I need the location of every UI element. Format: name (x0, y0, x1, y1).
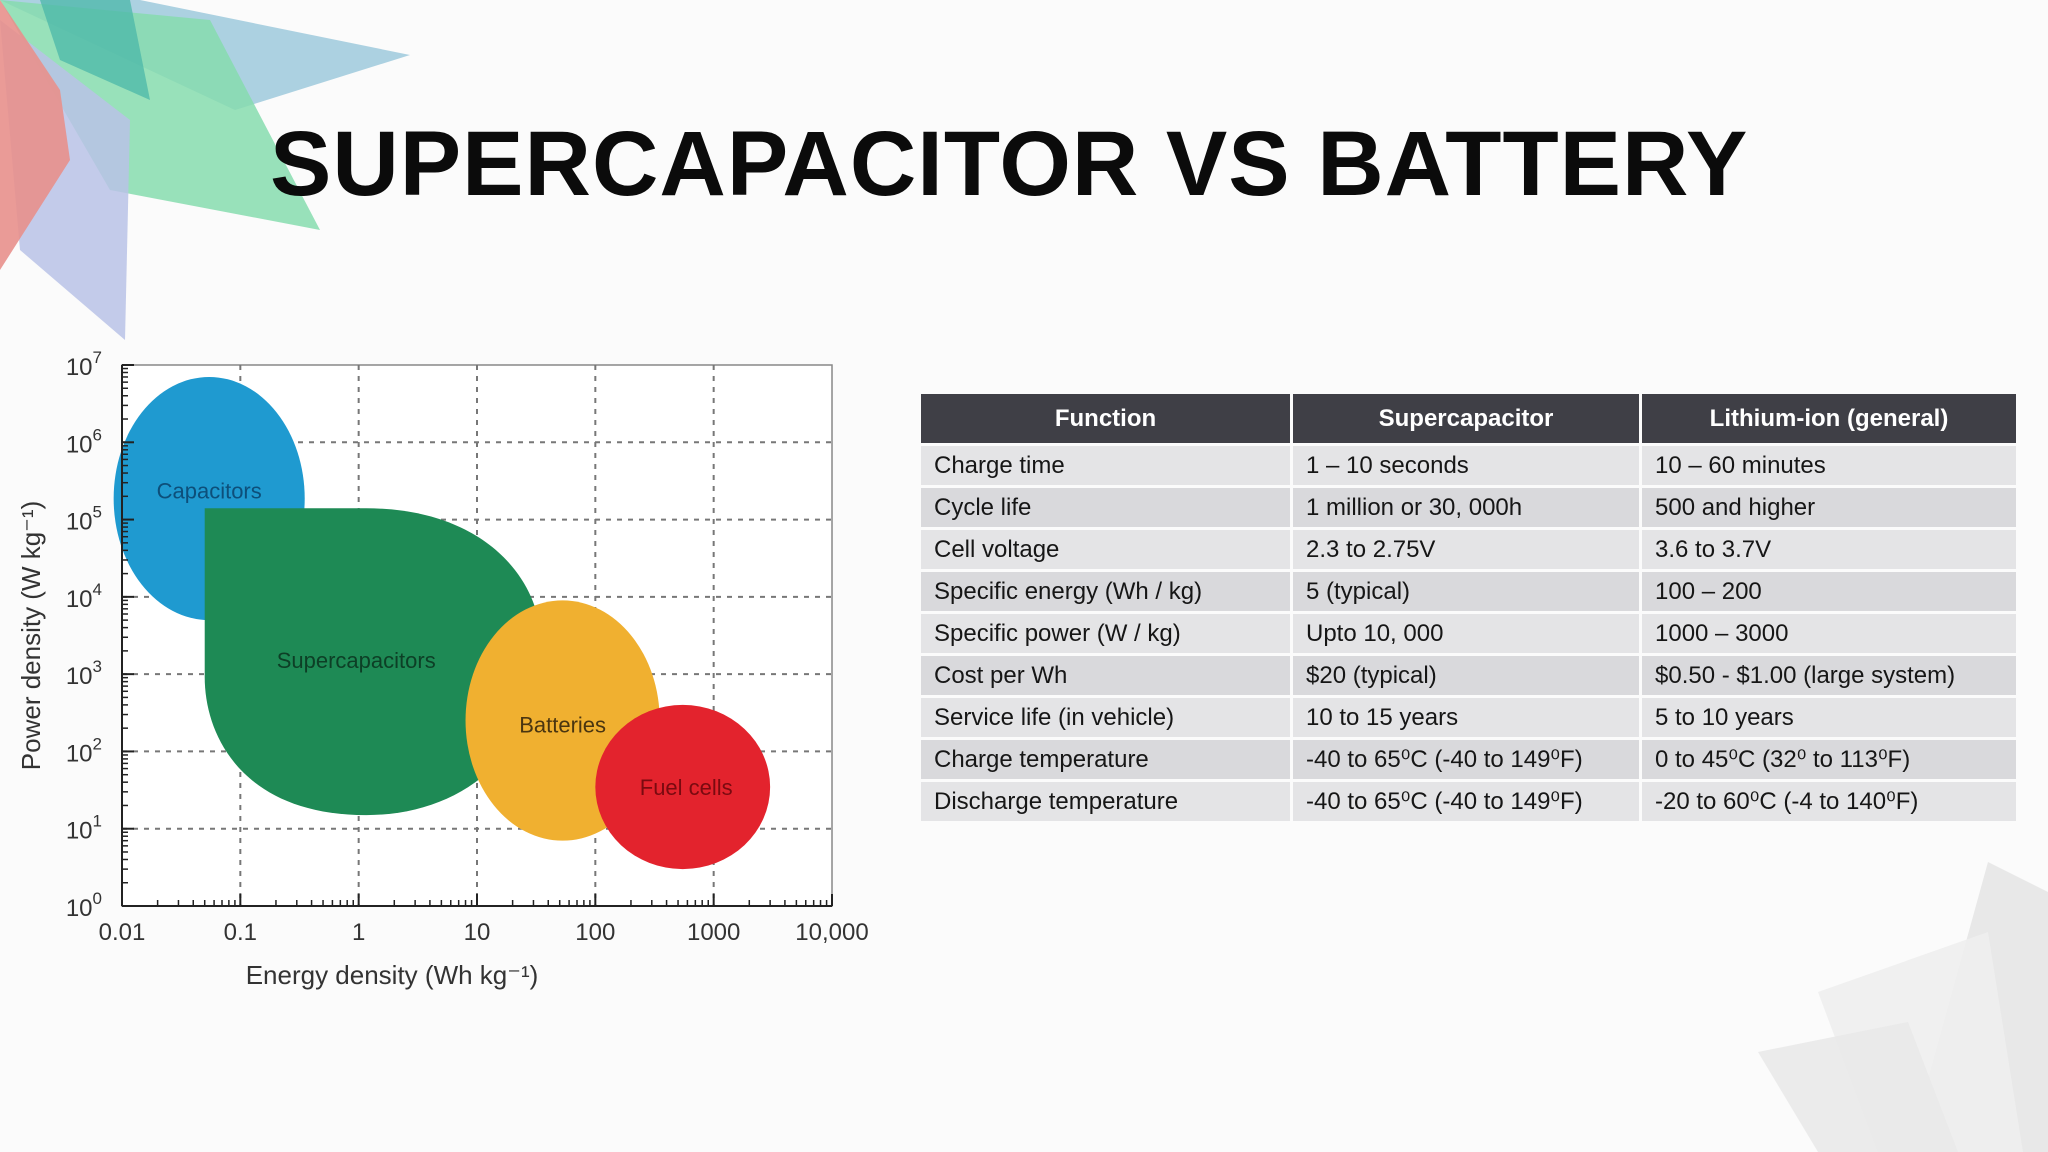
decorative-corner-bottom-right (1758, 862, 2048, 1152)
table-cell: 5 to 10 years (1639, 695, 2019, 740)
table-row: Specific power (W / kg) Upto 10, 000 1000 … (918, 611, 2019, 656)
x-tick-label: 100 (575, 919, 615, 946)
y-tick-label: 105 (66, 503, 102, 536)
table-cell: 1 – 10 seconds (1290, 443, 1642, 488)
table-row: Charge time 1 – 10 seconds 10 – 60 minutes (918, 443, 2019, 488)
table-cell: 10 – 60 minutes (1639, 443, 2019, 488)
y-tick-exponent: 0 (93, 889, 102, 908)
table-row: Service life (in vehicle) 10 to 15 years 5… (918, 695, 2019, 740)
y-tick-label: 106 (66, 425, 102, 458)
table-cell: 100 – 200 (1639, 569, 2019, 614)
table-cell: 5 (typical) (1290, 569, 1642, 614)
table-cell: Cost per Wh (918, 653, 1293, 698)
y-tick-exponent: 7 (93, 348, 102, 367)
y-tick-exponent: 1 (93, 812, 102, 831)
table-row: Discharge temperature -40 to 65⁰C (-40 to… (918, 779, 2019, 824)
regions: Capacitors Supercapacitors Batteries Fuel c… (113, 376, 771, 870)
table-cell: 3.6 to 3.7V (1639, 527, 2019, 572)
table-cell: Charge temperature (918, 737, 1293, 782)
y-tick-label: 102 (66, 734, 102, 767)
x-tick-label: 1000 (687, 919, 740, 946)
table-cell: Cycle life (918, 485, 1293, 530)
y-tick-base: 10 (66, 586, 93, 613)
y-tick-exponent: 2 (93, 734, 102, 753)
y-tick-exponent: 6 (93, 425, 102, 444)
axes: 0.01 0.1 1 10 100 1000 10,00010010110210310410… (66, 348, 869, 946)
y-tick-label: 100 (66, 889, 102, 922)
x-tick-label: 0.01 (99, 919, 146, 946)
y-tick-base: 10 (66, 663, 93, 690)
table-cell: $0.50 - $1.00 (large system) (1639, 653, 2019, 698)
table-header-cell: Supercapacitor (1290, 391, 1642, 446)
table-cell: Service life (in vehicle) (918, 695, 1293, 740)
y-tick-label: 104 (66, 580, 102, 613)
x-tick-label: 0.1 (224, 919, 257, 946)
y-tick-base: 10 (66, 509, 93, 536)
density-chart: Capacitors Supercapacitors Batteries Fuel c… (0, 330, 900, 1010)
table-cell: Cell voltage (918, 527, 1293, 572)
table-row: Specific energy (Wh / kg) 5 (typical) 100 … (918, 569, 2019, 614)
x-tick-label: 10,000 (795, 919, 868, 946)
table-body: Charge time 1 – 10 seconds 10 – 60 minutes… (918, 443, 2019, 824)
x-tick-label: 10 (464, 919, 491, 946)
table-cell: Discharge temperature (918, 779, 1293, 824)
y-tick-base: 10 (66, 354, 93, 381)
y-tick-exponent: 4 (93, 580, 102, 599)
table-header-row: Function Supercapacitor Lithium-ion (gener… (918, 391, 2019, 446)
y-tick-base: 10 (66, 740, 93, 767)
x-axis-label: Energy density (Wh kg⁻¹) (246, 960, 539, 990)
y-tick-base: 10 (66, 818, 93, 845)
y-tick-exponent: 3 (93, 657, 102, 676)
region-supercapacitors (204, 508, 542, 816)
table-cell: Specific energy (Wh / kg) (918, 569, 1293, 614)
y-tick-label: 103 (66, 657, 102, 690)
y-tick-base: 10 (66, 431, 93, 458)
region-label: Capacitors (157, 479, 262, 504)
table-row: Cycle life 1 million or 30, 000h 500 and h… (918, 485, 2019, 530)
y-axis-label: Power density (W kg⁻¹) (16, 501, 46, 770)
region-label: Fuel cells (640, 775, 733, 800)
table-row: Cell voltage 2.3 to 2.75V 3.6 to 3.7V (918, 527, 2019, 572)
y-tick-base: 10 (66, 895, 93, 922)
table-cell: -20 to 60⁰C (-4 to 140⁰F) (1639, 779, 2019, 824)
table-cell: Charge time (918, 443, 1293, 488)
table-cell: Specific power (W / kg) (918, 611, 1293, 656)
y-tick-exponent: 5 (93, 503, 102, 522)
table-cell: 2.3 to 2.75V (1290, 527, 1642, 572)
table-header-cell: Function (918, 391, 1293, 446)
x-tick-label: 1 (352, 919, 365, 946)
table-cell: 1000 – 3000 (1639, 611, 2019, 656)
ragone-plot: Capacitors Supercapacitors Batteries Fuel c… (16, 348, 869, 990)
table-cell: -40 to 65⁰C (-40 to 149⁰F) (1290, 737, 1642, 782)
table-cell: 500 and higher (1639, 485, 2019, 530)
y-tick-label: 107 (66, 348, 102, 381)
table-row: Cost per Wh $20 (typical) $0.50 - $1.00 (l… (918, 653, 2019, 698)
slide-title: SUPERCAPACITOR VS BATTERY (270, 113, 1749, 215)
table-cell: $20 (typical) (1290, 653, 1642, 698)
y-tick-label: 101 (66, 812, 102, 845)
table-cell: 1 million or 30, 000h (1290, 485, 1642, 530)
comparison-table: Function Supercapacitor Lithium-ion (gener… (918, 391, 2019, 824)
table-header-cell: Lithium-ion (general) (1639, 391, 2019, 446)
region-label: Batteries (519, 713, 606, 738)
table-row: Charge temperature -40 to 65⁰C (-40 to 14… (918, 737, 2019, 782)
region-label: Supercapacitors (277, 648, 436, 673)
region-fuel-cells (595, 704, 771, 870)
table-cell: 10 to 15 years (1290, 695, 1642, 740)
table-cell: 0 to 45⁰C (32⁰ to 113⁰F) (1639, 737, 2019, 782)
table-cell: -40 to 65⁰C (-40 to 149⁰F) (1290, 779, 1642, 824)
table-cell: Upto 10, 000 (1290, 611, 1642, 656)
axis-labels: Energy density (Wh kg⁻¹) Power density (W… (16, 501, 538, 990)
decorative-corner-top-left (0, 0, 410, 340)
